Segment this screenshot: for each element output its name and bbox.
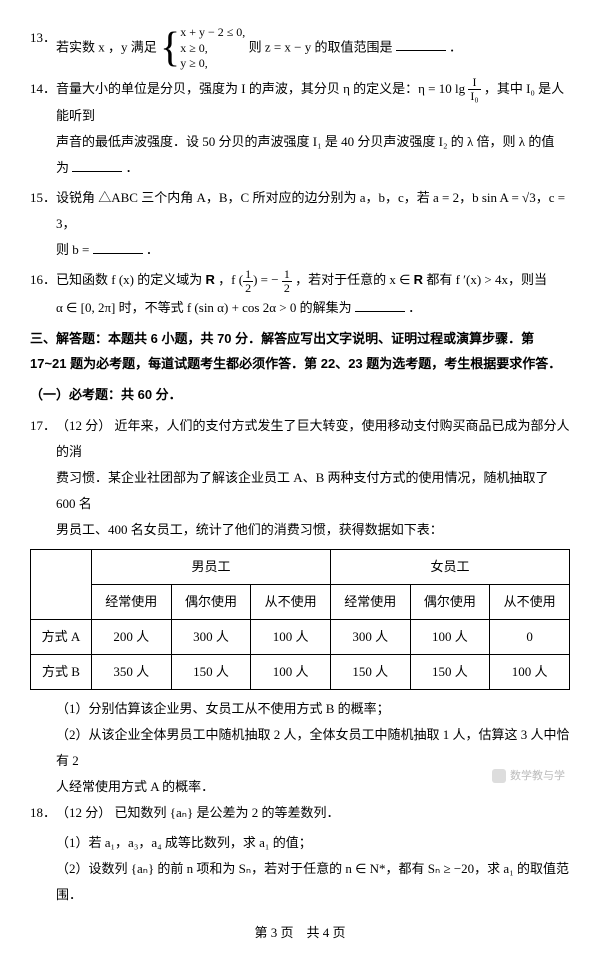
cell: 150 人 bbox=[330, 655, 410, 690]
cell: 100 人 bbox=[490, 655, 570, 690]
cell: 300 人 bbox=[330, 620, 410, 655]
q18-body: （12 分） 已知数列 {aₙ} 是公差为 2 的等差数列． bbox=[56, 800, 570, 826]
q18-l1: 已知数列 {aₙ} 是公差为 2 的等差数列． bbox=[115, 805, 340, 820]
question-18: 18． （12 分） 已知数列 {aₙ} 是公差为 2 的等差数列． bbox=[30, 800, 570, 826]
col-often: 经常使用 bbox=[330, 585, 410, 620]
q14-l2: 声音的最低声波强度．设 50 分贝的声波强度 I₁ 是 40 分贝声波强度 I₂… bbox=[56, 134, 554, 149]
q17-sub1: （1）分别估算该企业男、女员工从不使用方式 B 的概率； bbox=[56, 696, 570, 722]
fraction-icon: 12 bbox=[282, 268, 292, 295]
watermark-text: 数学教与学 bbox=[510, 765, 565, 787]
col-sometimes: 偶尔使用 bbox=[410, 585, 490, 620]
q16-l2b: ． bbox=[408, 300, 421, 315]
section-3-heading: 三、解答题：本题共 6 小题，共 70 分．解答应写出文字说明、证明过程或演算步… bbox=[30, 327, 570, 376]
q13-sys2: x ≥ 0, bbox=[180, 41, 208, 55]
cell: 100 人 bbox=[251, 620, 331, 655]
q15-body: 设锐角 △ABC 三个内角 A，B，C 所对应的边分别为 a，b，c，若 a =… bbox=[56, 185, 570, 263]
wechat-icon bbox=[492, 769, 506, 783]
col-never: 从不使用 bbox=[251, 585, 331, 620]
q17-table: 男员工 女员工 经常使用 偶尔使用 从不使用 经常使用 偶尔使用 从不使用 方式… bbox=[30, 549, 570, 690]
cell: 200 人 bbox=[91, 620, 171, 655]
q16-num: 16． bbox=[30, 267, 56, 321]
fraction-icon: I I₀ bbox=[468, 76, 480, 103]
question-13: 13． 若实数 x ，y 满足 { x + y − 2 ≤ 0, x ≥ 0, … bbox=[30, 25, 570, 72]
page-footer: 第 3 页 共 4 页 bbox=[30, 920, 570, 946]
q16-body: 已知函数 f (x) 的定义域为 R ，f (12) = − 12 ，若对于任意… bbox=[56, 267, 570, 321]
cell: 100 人 bbox=[251, 655, 331, 690]
question-15: 15． 设锐角 △ABC 三个内角 A，B，C 所对应的边分别为 a，b，c，若… bbox=[30, 185, 570, 263]
row-b-label: 方式 B bbox=[31, 655, 92, 690]
q14-l1a: 音量大小的单位是分贝，强度为 I 的声波，其分贝 η 的定义是：η = 10 l… bbox=[56, 81, 468, 96]
paren-frac-icon: (12) bbox=[239, 272, 258, 287]
col-often: 经常使用 bbox=[91, 585, 171, 620]
watermark: 数学教与学 bbox=[492, 765, 565, 787]
table-row: 经常使用 偶尔使用 从不使用 经常使用 偶尔使用 从不使用 bbox=[31, 585, 570, 620]
q15-l1: 设锐角 △ABC 三个内角 A，B，C 所对应的边分别为 a，b，c，若 a =… bbox=[56, 190, 565, 231]
q17-num: 17． bbox=[30, 413, 56, 543]
blank bbox=[93, 240, 143, 254]
table-row: 方式 B 350 人 150 人 100 人 150 人 150 人 100 人 bbox=[31, 655, 570, 690]
q13-body: 若实数 x ，y 满足 { x + y − 2 ≤ 0, x ≥ 0, y ≥ … bbox=[56, 25, 570, 72]
q17-l3: 男员工、400 名女员工，统计了他们的消费习惯，获得数据如下表： bbox=[56, 522, 443, 537]
brace-icon: { bbox=[160, 27, 180, 69]
cell: 0 bbox=[490, 620, 570, 655]
q17-body: （12 分） 近年来，人们的支付方式发生了巨大转变，使用移动支付购买商品已成为部… bbox=[56, 413, 570, 543]
cell: 350 人 bbox=[91, 655, 171, 690]
q14-l3a: 为 bbox=[56, 160, 69, 175]
header-female: 女员工 bbox=[330, 550, 569, 585]
q16-l1b: ，f bbox=[218, 272, 239, 287]
q16-l2a: α ∈ [0, 2π] 时，不等式 f (sin α) + cos 2α > 0… bbox=[56, 300, 352, 315]
q16-l1d: ，若对于任意的 x ∈ bbox=[295, 272, 414, 287]
q13-system: { x + y − 2 ≤ 0, x ≥ 0, y ≥ 0, bbox=[160, 25, 245, 72]
bold-R: R bbox=[414, 272, 423, 287]
q13-pre: 若实数 x ，y 满足 bbox=[56, 39, 160, 54]
q13-sys3: y ≥ 0, bbox=[180, 56, 208, 70]
col-never: 从不使用 bbox=[490, 585, 570, 620]
cell: 150 人 bbox=[171, 655, 251, 690]
blank-cell bbox=[31, 550, 92, 620]
q16-l1a: 已知函数 f (x) 的定义域为 bbox=[56, 272, 206, 287]
q15-num: 15． bbox=[30, 185, 56, 263]
blank bbox=[396, 37, 446, 51]
question-14: 14． 音量大小的单位是分贝，强度为 I 的声波，其分贝 η 的定义是：η = … bbox=[30, 76, 570, 182]
cell: 150 人 bbox=[410, 655, 490, 690]
q14-l3b: ． bbox=[126, 160, 139, 175]
q15-l2a: 则 b = bbox=[56, 242, 93, 257]
q17-pts: （12 分） bbox=[56, 418, 111, 433]
q13-num: 13． bbox=[30, 25, 56, 72]
q14-body: 音量大小的单位是分贝，强度为 I 的声波，其分贝 η 的定义是：η = 10 l… bbox=[56, 76, 570, 182]
col-sometimes: 偶尔使用 bbox=[171, 585, 251, 620]
q13-end: ． bbox=[449, 39, 462, 54]
blank bbox=[72, 158, 122, 172]
q14-num: 14． bbox=[30, 76, 56, 182]
q18-pts: （12 分） bbox=[56, 805, 111, 820]
section-3a-heading: （一）必考题：共 60 分． bbox=[30, 383, 570, 408]
q16-l1c: = − bbox=[261, 272, 282, 287]
table-row: 方式 A 200 人 300 人 100 人 300 人 100 人 0 bbox=[31, 620, 570, 655]
table-row: 男员工 女员工 bbox=[31, 550, 570, 585]
q17-l2: 费习惯．某企业社团部为了解该企业员工 A、B 两种支付方式的使用情况，随机抽取了… bbox=[56, 470, 549, 511]
blank bbox=[355, 298, 405, 312]
question-16: 16． 已知函数 f (x) 的定义域为 R ，f (12) = − 12 ，若… bbox=[30, 267, 570, 321]
cell: 300 人 bbox=[171, 620, 251, 655]
q18-sub2: （2）设数列 {aₙ} 的前 n 项和为 Sₙ，若对于任意的 n ∈ N*，都有… bbox=[56, 856, 570, 908]
q13-sys1: x + y − 2 ≤ 0, bbox=[180, 25, 245, 39]
q16-l1e: 都有 f ′(x) > 4x，则当 bbox=[426, 272, 547, 287]
q15-l2b: ． bbox=[146, 242, 159, 257]
q17-l1: 近年来，人们的支付方式发生了巨大转变，使用移动支付购买商品已成为部分人的消 bbox=[56, 418, 570, 459]
cell: 100 人 bbox=[410, 620, 490, 655]
bold-R: R bbox=[206, 272, 215, 287]
row-a-label: 方式 A bbox=[31, 620, 92, 655]
question-17: 17． （12 分） 近年来，人们的支付方式发生了巨大转变，使用移动支付购买商品… bbox=[30, 413, 570, 543]
header-male: 男员工 bbox=[91, 550, 330, 585]
q13-post: 则 z = x − y 的取值范围是 bbox=[249, 39, 393, 54]
q18-num: 18． bbox=[30, 800, 56, 826]
q18-sub1: （1）若 a₁，a₃，a₄ 成等比数列，求 a₁ 的值； bbox=[56, 830, 570, 856]
